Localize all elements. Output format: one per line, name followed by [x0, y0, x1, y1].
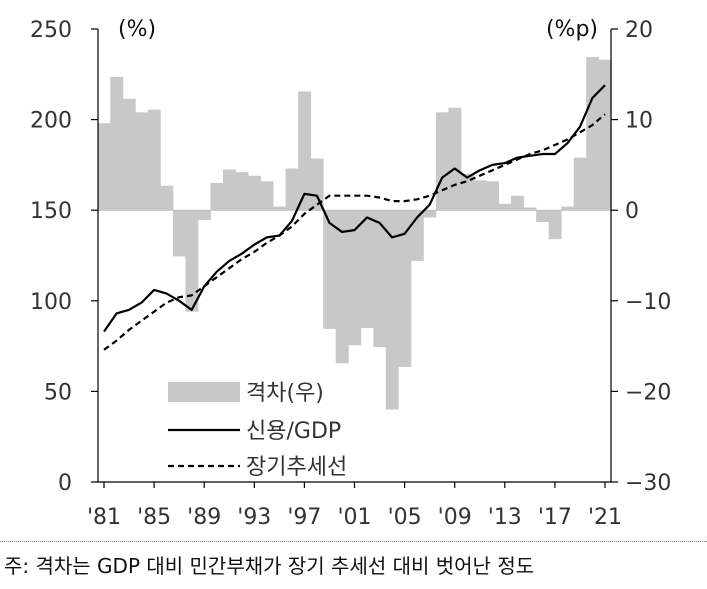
- legend-label: 격차(우): [246, 381, 324, 406]
- left-axis-tick-label: 50: [44, 380, 72, 405]
- gap-bar: [222, 169, 236, 211]
- gap-bar: [423, 210, 437, 218]
- gap-bar: [486, 181, 499, 211]
- gap-bar: [273, 206, 287, 211]
- gap-bar: [360, 210, 374, 328]
- x-axis-tick-label: '09: [438, 505, 472, 530]
- gap-bar: [511, 195, 524, 211]
- x-axis-tick-label: '05: [388, 505, 422, 530]
- right-axis-tick-label: −30: [625, 471, 671, 496]
- gap-bar: [523, 207, 537, 211]
- right-axis-tick-label: −10: [625, 290, 671, 315]
- x-axis-tick-label: '85: [137, 505, 171, 530]
- gap-bar: [573, 157, 587, 211]
- gap-bar: [260, 181, 274, 211]
- gap-bar: [285, 168, 299, 211]
- gap-bar: [385, 210, 399, 410]
- right-axis-tick-label: 20: [625, 18, 653, 43]
- left-axis-tick-label: 100: [30, 290, 72, 315]
- x-axis-tick-label: '01: [337, 505, 371, 530]
- x-axis-tick-label: '97: [287, 505, 321, 530]
- x-axis-tick-label: '81: [87, 505, 121, 530]
- credit-gap-chart: 0 50 100 150 200 250 −30 −20 −10 0 10 20 '81 '85 '89 '9…: [30, 17, 671, 530]
- chart-container: 0 50 100 150 200 250 −30 −20 −10 0 10 20 '81 '85 '89 '9…: [30, 17, 671, 530]
- gap-bar: [97, 123, 111, 211]
- gap-bar: [561, 206, 575, 211]
- x-axis-tick-label: '13: [488, 505, 522, 530]
- gap-bar: [435, 112, 449, 211]
- gap-bar: [323, 210, 337, 329]
- gap-bar: [498, 203, 512, 211]
- gap-bar: [536, 210, 550, 222]
- gap-bar: [235, 172, 249, 211]
- gap-bar: [548, 210, 562, 240]
- right-axis-tick-label: 0: [625, 199, 639, 224]
- x-axis-tick-label: '21: [588, 505, 622, 530]
- gap-bar: [248, 175, 261, 211]
- legend-swatch-gap: [168, 382, 240, 402]
- gap-bar: [335, 210, 349, 364]
- left-axis-tick-label: 200: [30, 109, 72, 134]
- legend-label: 신용/GDP: [246, 419, 341, 444]
- trend-line: [103, 113, 606, 351]
- gap-bar: [473, 180, 487, 211]
- gap-bar: [135, 112, 149, 211]
- gap-bar: [298, 91, 312, 211]
- gap-bar: [147, 109, 161, 211]
- gap-bar: [160, 185, 174, 211]
- x-axis-tick-label: '89: [187, 505, 221, 530]
- footnote: 주: 격차는 GDP 대비 민간부채가 장기 추세선 대비 벗어난 정도: [4, 554, 535, 578]
- gap-bar: [448, 107, 462, 211]
- left-axis-tick-label: 250: [30, 18, 72, 43]
- gap-bar: [185, 210, 199, 312]
- gap-bar: [398, 210, 412, 367]
- left-axis-tick-label: 0: [58, 471, 72, 496]
- right-axis-tick-label: 10: [625, 109, 653, 134]
- gap-bar: [197, 210, 211, 221]
- credit-gdp-line: [103, 84, 606, 333]
- legend-label: 장기추세선: [246, 455, 347, 480]
- gap-bar: [122, 98, 136, 211]
- gap-bar: [373, 210, 387, 348]
- gap-bar: [110, 77, 124, 211]
- gap-bar: [348, 210, 362, 346]
- right-axis-unit-label: (%p): [546, 17, 598, 42]
- gap-bar: [598, 59, 612, 211]
- right-axis-tick-label: −20: [625, 380, 671, 405]
- x-axis-tick-label: '17: [538, 505, 572, 530]
- x-axis-tick-label: '93: [237, 505, 271, 530]
- gap-bar: [586, 57, 600, 211]
- left-axis-unit-label: (%): [118, 17, 156, 42]
- gap-bar: [210, 183, 224, 211]
- footnote-separator: [0, 541, 707, 542]
- left-axis-tick-label: 150: [30, 199, 72, 224]
- gap-bar: [172, 210, 186, 257]
- gap-bar: [310, 158, 324, 211]
